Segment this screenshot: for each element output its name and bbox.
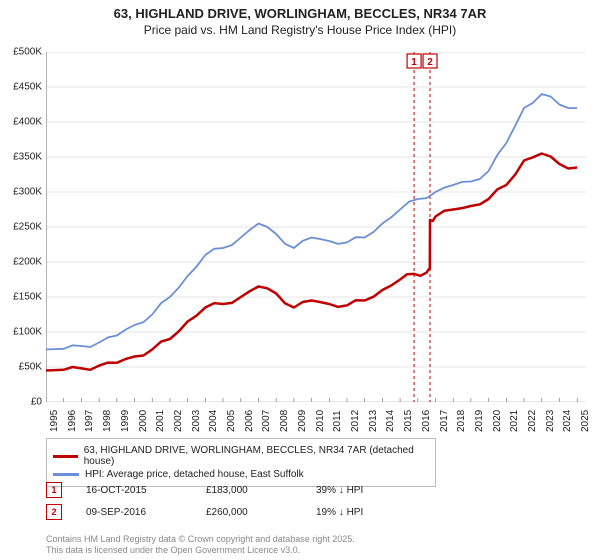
marker-price-1: £183,000 bbox=[206, 485, 316, 496]
legend-swatch bbox=[53, 473, 79, 476]
x-tick-label: 2024 bbox=[562, 410, 573, 432]
x-tick-label: 2003 bbox=[191, 410, 202, 432]
x-tick-label: 1997 bbox=[84, 410, 95, 432]
marker-date-2: 09-SEP-2016 bbox=[86, 507, 206, 518]
y-tick-label: £0 bbox=[31, 397, 42, 408]
marker-badge-1: 1 bbox=[46, 482, 62, 498]
legend-label: HPI: Average price, detached house, East… bbox=[85, 469, 304, 480]
chart-svg: 12 bbox=[46, 52, 586, 402]
x-tick-label: 2011 bbox=[332, 410, 343, 432]
x-tick-label: 1996 bbox=[67, 410, 78, 432]
x-tick-label: 2004 bbox=[208, 410, 219, 432]
y-tick-label: £200K bbox=[13, 257, 42, 268]
x-tick-label: 2007 bbox=[261, 410, 272, 432]
x-tick-label: 1995 bbox=[49, 410, 60, 432]
x-tick-label: 2001 bbox=[155, 410, 166, 432]
legend: 63, HIGHLAND DRIVE, WORLINGHAM, BECCLES,… bbox=[46, 438, 436, 487]
x-tick-label: 2014 bbox=[385, 410, 396, 432]
legend-label: 63, HIGHLAND DRIVE, WORLINGHAM, BECCLES,… bbox=[84, 445, 429, 467]
chart-marker-1: 1 bbox=[407, 54, 421, 68]
x-tick-label: 2012 bbox=[350, 410, 361, 432]
x-tick-label: 2017 bbox=[439, 410, 450, 432]
x-tick-label: 2019 bbox=[474, 410, 485, 432]
marker-price-2: £260,000 bbox=[206, 507, 316, 518]
x-tick-label: 2005 bbox=[226, 410, 237, 432]
y-tick-label: £100K bbox=[13, 327, 42, 338]
attribution-line2: This data is licensed under the Open Gov… bbox=[46, 545, 355, 556]
marker-row-2: 2 09-SEP-2016 £260,000 19% ↓ HPI bbox=[46, 504, 586, 520]
x-tick-label: 2025 bbox=[580, 410, 591, 432]
y-tick-label: £250K bbox=[13, 222, 42, 233]
y-tick-label: £450K bbox=[13, 82, 42, 93]
title-subtitle: Price paid vs. HM Land Registry's House … bbox=[0, 23, 600, 37]
x-tick-label: 2023 bbox=[545, 410, 556, 432]
y-axis: £0£50K£100K£150K£200K£250K£300K£350K£400… bbox=[0, 52, 44, 402]
x-tick-label: 2016 bbox=[421, 410, 432, 432]
marker-badge-2: 2 bbox=[46, 504, 62, 520]
svg-text:2: 2 bbox=[427, 57, 433, 68]
x-tick-label: 2008 bbox=[279, 410, 290, 432]
x-tick-label: 2015 bbox=[403, 410, 414, 432]
svg-text:1: 1 bbox=[411, 57, 417, 68]
marker-row-1: 1 16-OCT-2015 £183,000 39% ↓ HPI bbox=[46, 482, 586, 498]
x-axis: 1995 1996 1997 1998 1999 2000 2001 2002 2003 2004… bbox=[46, 404, 586, 434]
x-tick-label: 2000 bbox=[138, 410, 149, 432]
x-tick-label: 1998 bbox=[102, 410, 113, 432]
y-tick-label: £500K bbox=[13, 47, 42, 58]
marker-delta-1: 39% ↓ HPI bbox=[316, 485, 416, 496]
y-tick-label: £150K bbox=[13, 292, 42, 303]
x-tick-label: 2009 bbox=[297, 410, 308, 432]
x-tick-label: 2018 bbox=[456, 410, 467, 432]
title-address: 63, HIGHLAND DRIVE, WORLINGHAM, BECCLES,… bbox=[0, 6, 600, 21]
x-tick-label: 2010 bbox=[315, 410, 326, 432]
marker-date-1: 16-OCT-2015 bbox=[86, 485, 206, 496]
x-tick-label: 2002 bbox=[173, 410, 184, 432]
series-hpi bbox=[46, 94, 577, 350]
y-tick-label: £400K bbox=[13, 117, 42, 128]
plot-area: 12 bbox=[46, 52, 586, 402]
attribution-line1: Contains HM Land Registry data © Crown c… bbox=[46, 534, 355, 545]
x-tick-label: 2013 bbox=[368, 410, 379, 432]
y-tick-label: £50K bbox=[19, 362, 42, 373]
legend-item: HPI: Average price, detached house, East… bbox=[53, 469, 429, 480]
chart-container: 63, HIGHLAND DRIVE, WORLINGHAM, BECCLES,… bbox=[0, 0, 600, 560]
y-tick-label: £300K bbox=[13, 187, 42, 198]
x-tick-label: 2022 bbox=[527, 410, 538, 432]
x-tick-label: 1999 bbox=[120, 410, 131, 432]
y-tick-label: £350K bbox=[13, 152, 42, 163]
x-tick-label: 2006 bbox=[244, 410, 255, 432]
attribution: Contains HM Land Registry data © Crown c… bbox=[46, 534, 355, 556]
chart-title-block: 63, HIGHLAND DRIVE, WORLINGHAM, BECCLES,… bbox=[0, 0, 600, 37]
legend-swatch bbox=[53, 455, 78, 458]
legend-item: 63, HIGHLAND DRIVE, WORLINGHAM, BECCLES,… bbox=[53, 445, 429, 467]
x-tick-label: 2020 bbox=[492, 410, 503, 432]
x-tick-label: 2021 bbox=[509, 410, 520, 432]
marker-delta-2: 19% ↓ HPI bbox=[316, 507, 416, 518]
chart-marker-2: 2 bbox=[423, 54, 437, 68]
